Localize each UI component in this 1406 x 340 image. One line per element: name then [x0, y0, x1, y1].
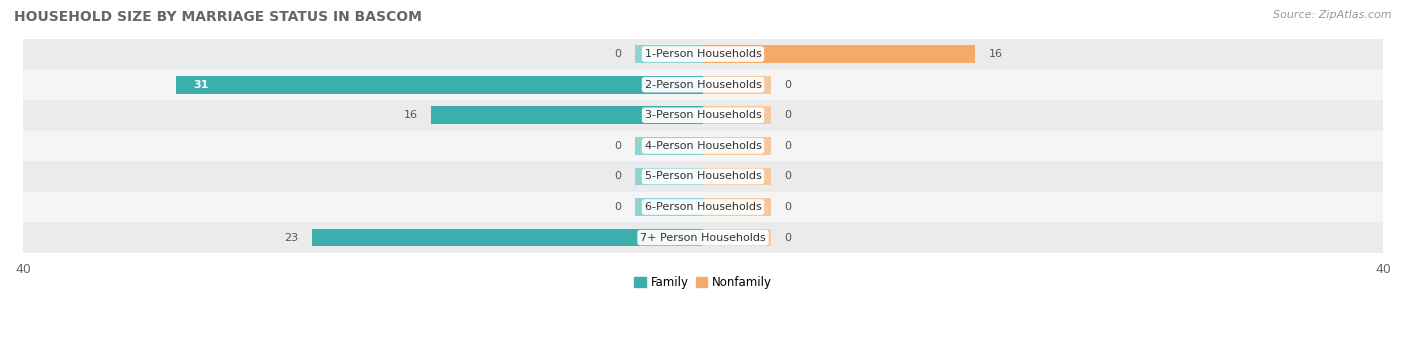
Legend: Family, Nonfamily: Family, Nonfamily — [630, 272, 776, 294]
Bar — [703, 45, 974, 63]
Text: 0: 0 — [785, 233, 792, 243]
Bar — [703, 198, 770, 216]
Bar — [22, 39, 1384, 69]
Bar — [703, 137, 770, 155]
Text: 0: 0 — [614, 141, 621, 151]
Bar — [636, 45, 703, 63]
Text: 0: 0 — [785, 110, 792, 120]
Bar — [703, 168, 770, 185]
Bar — [703, 106, 770, 124]
Text: 16: 16 — [404, 110, 418, 120]
Text: 0: 0 — [785, 141, 792, 151]
Text: 0: 0 — [785, 80, 792, 90]
Text: HOUSEHOLD SIZE BY MARRIAGE STATUS IN BASCOM: HOUSEHOLD SIZE BY MARRIAGE STATUS IN BAS… — [14, 10, 422, 24]
Bar — [22, 69, 1384, 100]
Text: 0: 0 — [614, 202, 621, 212]
Bar — [22, 192, 1384, 222]
Bar — [312, 229, 703, 246]
Text: 3-Person Households: 3-Person Households — [644, 110, 762, 120]
Bar — [636, 168, 703, 185]
Text: 0: 0 — [614, 171, 621, 182]
Bar — [636, 198, 703, 216]
Bar — [22, 161, 1384, 192]
Text: 31: 31 — [193, 80, 208, 90]
Bar — [636, 137, 703, 155]
Text: 0: 0 — [785, 202, 792, 212]
Text: 16: 16 — [988, 49, 1002, 59]
Bar — [176, 76, 703, 94]
Text: 7+ Person Households: 7+ Person Households — [640, 233, 766, 243]
Text: 0: 0 — [785, 171, 792, 182]
Bar — [22, 100, 1384, 131]
Text: 2-Person Households: 2-Person Households — [644, 80, 762, 90]
Text: 1-Person Households: 1-Person Households — [644, 49, 762, 59]
Text: Source: ZipAtlas.com: Source: ZipAtlas.com — [1274, 10, 1392, 20]
Bar — [703, 229, 770, 246]
Text: 6-Person Households: 6-Person Households — [644, 202, 762, 212]
Text: 5-Person Households: 5-Person Households — [644, 171, 762, 182]
Text: 23: 23 — [284, 233, 298, 243]
Bar — [22, 222, 1384, 253]
Bar — [22, 131, 1384, 161]
Text: 4-Person Households: 4-Person Households — [644, 141, 762, 151]
Text: 0: 0 — [614, 49, 621, 59]
Bar — [703, 76, 770, 94]
Bar — [432, 106, 703, 124]
